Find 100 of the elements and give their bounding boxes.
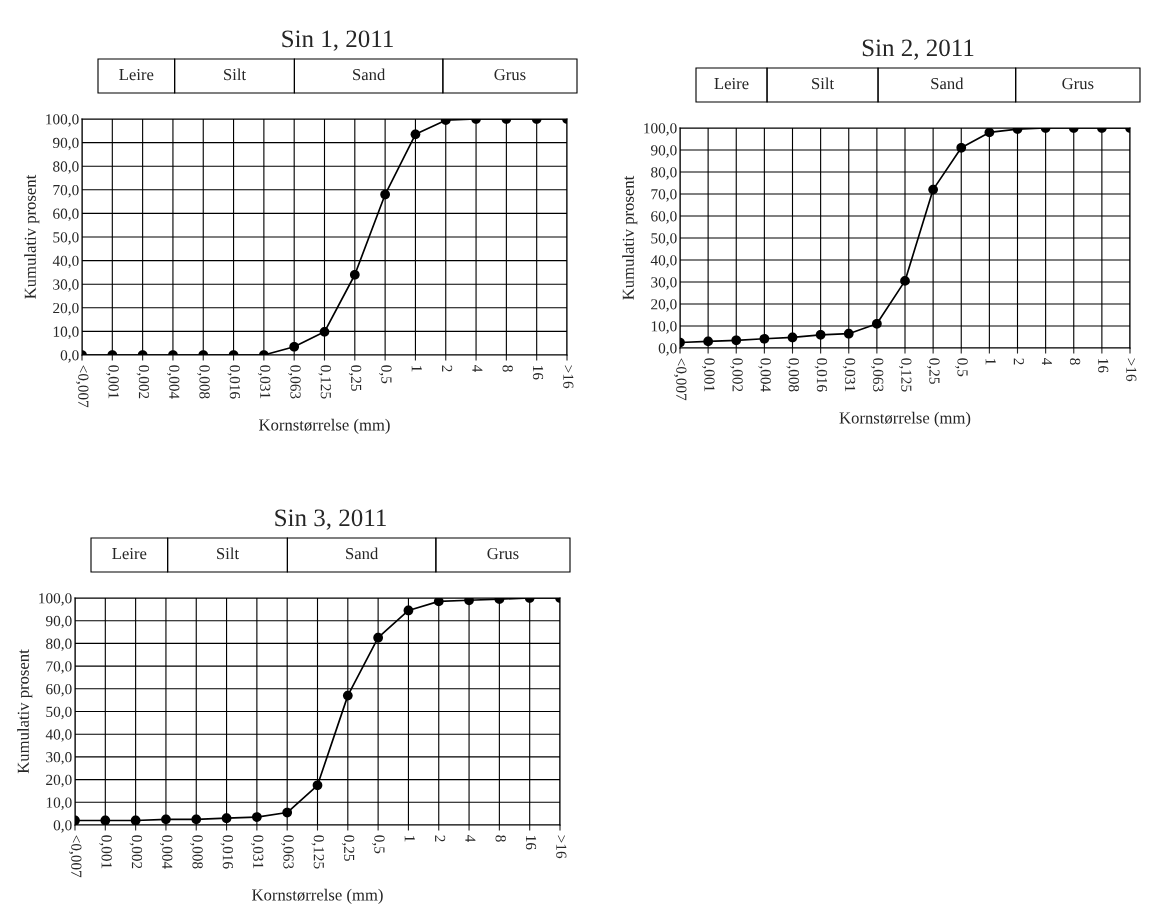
y-axis-title: Kumulativ prosent <box>17 649 33 774</box>
y-tick-label: 90,0 <box>650 145 677 158</box>
point <box>464 598 474 606</box>
chart-title: Sin 2, 2011 <box>862 39 974 60</box>
y-tick-label: 60,0 <box>46 683 72 697</box>
y-tick-label: 10,0 <box>53 326 79 340</box>
x-tick-label: 16 <box>532 366 544 380</box>
text: Silt <box>217 547 239 560</box>
x-tick-label: 8 <box>495 835 506 842</box>
y-tick-label: 100,0 <box>39 593 72 606</box>
x-tick-label: 1 <box>404 836 415 842</box>
text: Silt <box>812 77 835 90</box>
text: Leire <box>112 547 147 560</box>
y-tick-label: 50,0 <box>46 706 72 720</box>
y-tick-label: 40,0 <box>650 255 677 268</box>
x-tick-label: >16 <box>1126 358 1137 382</box>
text: Grus <box>494 68 526 81</box>
x-tick-label: 1 <box>985 359 996 365</box>
y-tick-label: 80,0 <box>53 161 79 174</box>
y-tick-label: 30,0 <box>651 277 677 290</box>
point <box>100 815 111 825</box>
y-tick-label: 20,0 <box>53 302 79 316</box>
point <box>433 598 444 607</box>
x-tick-label: 0,031 <box>842 358 856 392</box>
x-tick-label: 0,002 <box>136 365 150 399</box>
y-tick-label: 100,0 <box>644 123 677 136</box>
text: Leire <box>714 77 749 90</box>
y-tick-label: 0,0 <box>53 820 72 833</box>
y-axis-title: Kumulativ prosent <box>24 174 40 299</box>
point <box>282 807 293 818</box>
x-tick-label: <0,007 <box>673 358 687 401</box>
x-tick-label: 4 <box>465 835 476 843</box>
x-tick-label: 2 <box>442 365 453 372</box>
x-tick-label: 1 <box>411 366 422 372</box>
y-tick-label: 100,0 <box>46 114 79 127</box>
y-tick-label: 50,0 <box>651 233 677 246</box>
y-tick-label: 70,0 <box>46 661 72 674</box>
x-tick-label: 0,008 <box>197 365 210 399</box>
y-tick-label: 20,0 <box>46 774 72 788</box>
x-tick-label: <0,007 <box>75 365 89 408</box>
y-tick-label: 40,0 <box>45 729 72 742</box>
x-tick-label: 16 <box>1098 359 1109 373</box>
x-tick-label: <0,007 <box>68 835 82 878</box>
x-tick-label: >16 <box>556 835 567 859</box>
point <box>349 269 360 280</box>
x-tick-label: 0,125 <box>898 358 912 392</box>
y-tick-label: 70,0 <box>53 184 79 198</box>
point <box>787 332 798 343</box>
y-tick-label: 50,0 <box>53 232 79 245</box>
y-tick-label: 80,0 <box>651 167 677 180</box>
y-tick-label: 10,0 <box>46 797 72 810</box>
point <box>221 813 232 824</box>
x-tick-label: >16 <box>563 365 574 389</box>
point <box>984 128 995 138</box>
point <box>342 690 353 701</box>
y-tick-label: 40,0 <box>52 255 79 269</box>
x-tick-label: 2 <box>1013 358 1024 365</box>
x-axis-title: Kornstørrelse (mm) <box>252 888 383 904</box>
x-tick-label: 0,25 <box>348 365 362 391</box>
point <box>191 814 202 825</box>
y-tick-label: 0,0 <box>658 343 677 356</box>
y-tick-label: 60,0 <box>651 211 677 224</box>
point <box>380 189 390 200</box>
x-tick-label: 0,001 <box>99 835 112 869</box>
x-tick-label: 0,125 <box>311 835 324 869</box>
x-tick-label: 0,016 <box>220 835 234 869</box>
x-tick-label: 0,125 <box>318 365 331 399</box>
x-tick-label: 4 <box>1041 358 1053 366</box>
point <box>312 780 323 791</box>
y-tick-label: 30,0 <box>53 279 79 292</box>
x-tick-label: 0,063 <box>870 358 884 392</box>
x-tick-label: 4 <box>472 365 483 373</box>
x-tick-label: 0,016 <box>814 358 828 392</box>
y-tick-label: 10,0 <box>651 321 677 334</box>
point <box>872 318 882 329</box>
point <box>373 632 383 643</box>
text: Sand <box>353 68 386 81</box>
x-tick-label: 0,5 <box>372 835 385 854</box>
y-tick-label: 30,0 <box>46 752 72 765</box>
x-axis-title: Kornstørrelse (mm) <box>259 418 390 434</box>
point <box>703 336 713 347</box>
y-tick-label: 20,0 <box>651 299 677 312</box>
x-tick-label: 8 <box>1069 358 1081 365</box>
y-tick-label: 90,0 <box>52 137 79 151</box>
x-tick-label: 0,001 <box>702 358 715 392</box>
point <box>130 815 141 825</box>
y-tick-label: 90,0 <box>45 615 72 629</box>
point <box>900 276 910 286</box>
x-tick-label: 0,5 <box>955 358 968 377</box>
x-tick-label: 0,008 <box>190 835 203 869</box>
chart-title: Sin 1, 2011 <box>282 30 393 51</box>
x-tick-label: 16 <box>525 836 537 850</box>
text: Leire <box>119 68 154 81</box>
y-tick-label: 70,0 <box>651 189 677 202</box>
x-tick-label: 0,5 <box>379 365 392 384</box>
x-tick-label: 0,063 <box>288 365 301 399</box>
x-tick-label: 0,031 <box>250 835 264 869</box>
x-tick-label: 0,002 <box>129 835 143 869</box>
y-tick-label: 0,0 <box>60 350 79 363</box>
x-tick-label: 0,25 <box>927 358 940 384</box>
